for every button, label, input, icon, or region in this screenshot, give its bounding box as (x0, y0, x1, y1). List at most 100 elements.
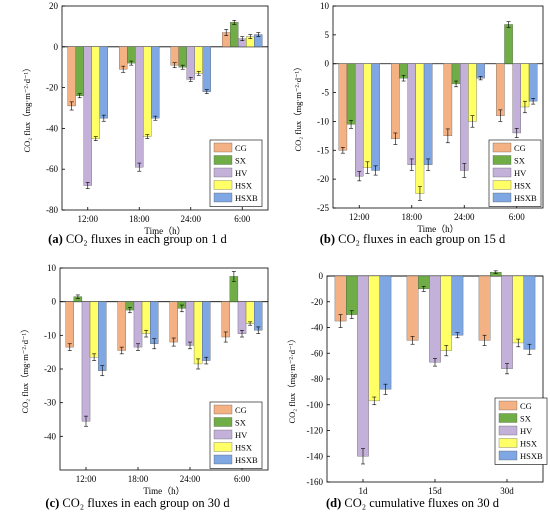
bar-hv (355, 63, 364, 177)
bar-hsx (194, 46, 203, 74)
x-tick-label: 18:00 (128, 474, 149, 484)
bar-hv (133, 301, 143, 348)
bar-hsx (363, 63, 372, 168)
bar-hsxb (202, 46, 211, 92)
legend-label: HSXB (520, 451, 543, 461)
bar-hsxb (151, 46, 160, 119)
chart-caption-b: (b) CO₂ fluxes in each group on 15 d (275, 232, 550, 247)
caption-letter: (d) (325, 496, 342, 510)
plot-frame (61, 5, 269, 211)
legend-label: CG (520, 401, 532, 411)
caption-text: CO₂ fluxes in each group on 15 d (338, 232, 506, 246)
y-tick-label: -80 (311, 374, 323, 384)
bar-hsxb (423, 63, 433, 165)
bar-cg (391, 63, 400, 139)
y-tick-label: -20 (317, 174, 329, 184)
bar-hsx (141, 301, 151, 334)
legend-swatch-hv (498, 425, 518, 436)
bar-hv (501, 275, 513, 369)
bar-hsx (89, 301, 99, 358)
bar-hsx (415, 63, 425, 194)
x-tick-label: 18:00 (129, 214, 150, 224)
legend-swatch-cg (213, 142, 233, 153)
legend-swatch-sx (498, 413, 518, 423)
chart-caption-c: (c) CO₂ fluxes in each group on 30 d (0, 496, 275, 511)
bar-cg (65, 301, 74, 348)
legend-label: HV (235, 168, 248, 178)
bar-hv (460, 63, 469, 171)
legend-label: HSXB (514, 193, 537, 203)
bar-cg (117, 301, 126, 351)
chart-caption-a: (a) CO₂ fluxes in each group on 1 d (0, 232, 275, 247)
y-tick-label: 5 (325, 30, 330, 40)
bar-hsx (91, 46, 100, 139)
bar-sx (75, 46, 84, 96)
y-axis-label: CO₂ flux（mg·m⁻²·d⁻¹） (22, 63, 32, 152)
bar-cg (478, 275, 491, 341)
caption-letter: (a) (48, 232, 63, 246)
legend-swatch-cg (492, 142, 512, 153)
x-tick-label: 12:00 (77, 214, 98, 224)
bar-cg (334, 275, 347, 322)
legend-swatch-sx (492, 155, 512, 165)
legend-swatch-hsx (498, 438, 518, 448)
y-tick-label: -30 (44, 398, 56, 408)
legend-swatch-hv (492, 167, 512, 178)
legend-label: SX (520, 414, 531, 424)
chart-c: -40 -30 -20 -10 0 10 12:00 18:00 24:00 6:00 Time（h… (20, 263, 269, 496)
y-tick-label: -20 (44, 364, 56, 374)
chart-panel-c: -40 -30 -20 -10 0 10 12:00 18:00 24:00 6:00 Time（h… (0, 260, 275, 519)
x-tick-label: 24:00 (454, 212, 475, 222)
y-tick-label: -80 (46, 205, 58, 215)
y-tick-label: -120 (307, 426, 324, 436)
bar-hv (186, 46, 195, 80)
caption-text: CO₂ fluxes in each group on 1 d (65, 232, 227, 246)
bar-hv (237, 301, 247, 334)
chart-panel-b: -25 -20 -15 -10 -5 0 5 10 12:00 18:00 24:00 6:00 Tim… (275, 0, 550, 259)
y-tick-label: 20 (49, 1, 59, 11)
y-tick-label: -5 (322, 88, 330, 98)
bar-hsxb (379, 275, 392, 390)
x-axis-label: Time（h） (143, 486, 184, 496)
bar-cg (170, 46, 179, 66)
caption-letter: (c) (45, 496, 60, 510)
y-axis-label: CO₂ flux（mg·m⁻²·d⁻¹） (293, 62, 303, 151)
legend-swatch-cg (213, 404, 233, 415)
y-tick-label: -100 (307, 400, 324, 410)
bar-cg (443, 63, 453, 137)
bar-sx (178, 46, 187, 68)
x-tick-label: 12:00 (76, 474, 97, 484)
x-tick-label: 12:00 (349, 212, 370, 222)
bar-hv (357, 275, 369, 457)
bar-hsx (193, 301, 203, 365)
bar-hsx (468, 63, 477, 122)
bar-hsxb (99, 46, 108, 119)
x-axis-label: Time（h） (144, 226, 185, 236)
x-tick-label: 18:00 (401, 212, 422, 222)
bar-hsxb (150, 301, 159, 344)
y-tick-label: -20 (311, 297, 323, 307)
y-tick-label: -15 (317, 145, 329, 155)
bar-hsxb (371, 63, 380, 171)
x-tick-label: 6:00 (234, 214, 251, 224)
bar-hsx (512, 275, 524, 344)
legend-label: HSX (520, 439, 537, 449)
legend-swatch-hsxb (213, 454, 233, 465)
bar-hsxb (451, 275, 464, 336)
y-tick-label: -10 (317, 116, 329, 126)
caption-letter: (b) (319, 232, 335, 246)
bar-cg (496, 63, 505, 116)
y-tick-label: -40 (46, 123, 58, 133)
y-axis-label: CO₂ flux（mg·m⁻²·d⁻¹） (20, 324, 30, 413)
bar-cg (406, 275, 419, 341)
caption-text: CO₂ cumulative fluxes on 30 d (344, 496, 500, 510)
bar-sx (127, 46, 136, 64)
bar-hv (512, 63, 521, 134)
chart-caption-d: (d) CO₂ cumulative fluxes on 30 d (275, 496, 550, 511)
x-tick-label: 15d (428, 486, 442, 496)
bar-hv (81, 301, 91, 422)
y-tick-label: -140 (307, 451, 324, 461)
legend-label: HSX (235, 181, 252, 191)
legend-label: SX (235, 156, 246, 166)
bar-hsxb (98, 301, 107, 371)
